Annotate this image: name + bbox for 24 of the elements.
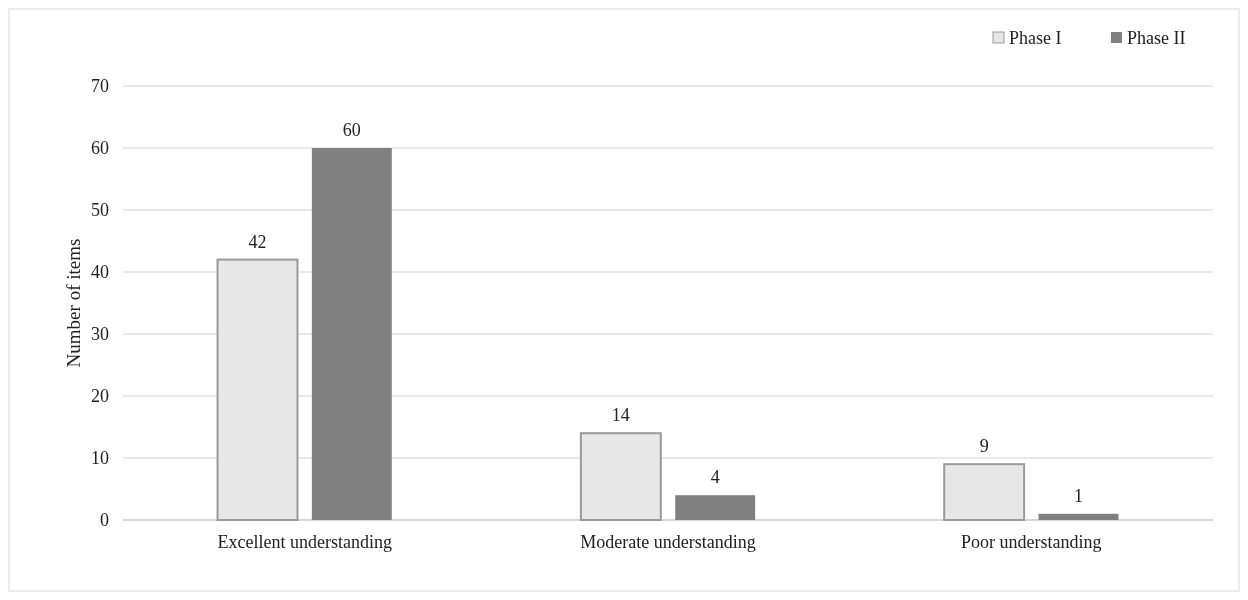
y-tick-label: 40 bbox=[91, 262, 109, 283]
legend-label: Phase I bbox=[1009, 28, 1062, 49]
legend-label: Phase II bbox=[1127, 28, 1186, 49]
y-tick-label: 0 bbox=[100, 510, 109, 531]
y-tick-label: 50 bbox=[91, 200, 109, 221]
y-axis-title: Number of items bbox=[63, 238, 84, 368]
data-label: 9 bbox=[979, 436, 989, 457]
y-tick-label: 60 bbox=[91, 138, 109, 159]
y-tick-label: 30 bbox=[91, 324, 109, 345]
bar bbox=[675, 495, 756, 520]
x-tick-label: Poor understanding bbox=[961, 532, 1102, 552]
x-tick-label: Moderate understanding bbox=[580, 532, 756, 552]
x-tick-label: Excellent understanding bbox=[217, 532, 392, 552]
data-label: 60 bbox=[342, 120, 361, 140]
y-tick-label: 20 bbox=[91, 386, 109, 407]
bar bbox=[1038, 513, 1119, 520]
bar bbox=[943, 463, 1026, 521]
data-label: 14 bbox=[611, 405, 630, 426]
data-label: 4 bbox=[710, 467, 720, 488]
y-tick-label: 10 bbox=[91, 448, 109, 469]
data-label: 42 bbox=[248, 231, 267, 252]
data-label: 1 bbox=[1073, 485, 1083, 506]
bar bbox=[311, 148, 392, 520]
y-tick-label: 70 bbox=[91, 76, 109, 97]
